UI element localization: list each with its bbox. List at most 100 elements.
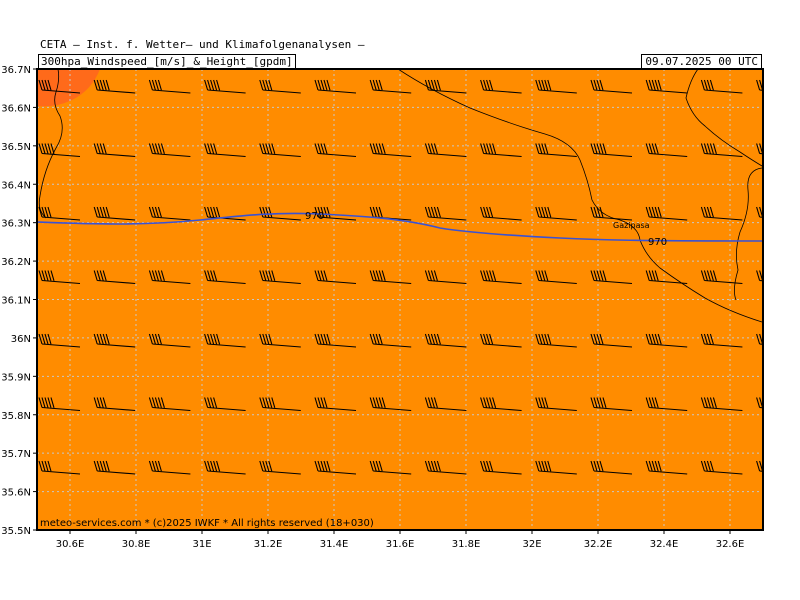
wind-barb bbox=[148, 460, 191, 475]
wind-barb bbox=[480, 79, 522, 94]
wind-barbs bbox=[38, 79, 763, 475]
wind-barb bbox=[480, 143, 522, 158]
wind-barb bbox=[148, 79, 191, 94]
wind-barb bbox=[93, 333, 136, 348]
wind-barb bbox=[93, 206, 136, 221]
lat-tick-label: 36N bbox=[11, 334, 31, 345]
wind-barb bbox=[93, 397, 136, 412]
wind-barb bbox=[535, 206, 577, 221]
lat-tick-label: 36.1N bbox=[1, 296, 31, 307]
wind-barb bbox=[38, 79, 81, 94]
wind-barb bbox=[93, 460, 136, 475]
lat-tick-label: 36.2N bbox=[1, 257, 31, 268]
wind-barb bbox=[535, 79, 577, 94]
lat-tick-label: 36.7N bbox=[1, 65, 31, 76]
wind-barb bbox=[480, 270, 522, 285]
lon-tick-label: 32.2E bbox=[584, 539, 613, 550]
wind-barb bbox=[204, 270, 246, 285]
wind-barb bbox=[204, 397, 246, 412]
wind-barb bbox=[535, 333, 577, 348]
wind-barb bbox=[314, 143, 357, 158]
wind-barb bbox=[535, 460, 577, 475]
wind-barb bbox=[369, 333, 412, 348]
wind-barb bbox=[700, 143, 743, 158]
lon-tick-label: 31.2E bbox=[254, 539, 283, 550]
wind-barb bbox=[204, 143, 246, 158]
wind-barb bbox=[590, 143, 633, 158]
wind-barb bbox=[38, 460, 81, 475]
wind-barb bbox=[204, 460, 246, 475]
lon-tick-label: 32E bbox=[522, 539, 541, 550]
contour-label: 970 bbox=[648, 237, 667, 248]
lat-tick-label: 35.6N bbox=[1, 488, 31, 499]
wind-barb bbox=[424, 206, 467, 221]
wind-barb bbox=[590, 270, 633, 285]
lon-tick-label: 31.4E bbox=[320, 539, 349, 550]
wind-barb bbox=[314, 397, 357, 412]
wind-barb bbox=[148, 143, 191, 158]
wind-barb bbox=[590, 206, 633, 221]
lat-tick-label: 35.9N bbox=[1, 372, 31, 383]
wind-barb bbox=[590, 460, 633, 475]
copyright-notice: meteo-services.com * (c)2025 IWKF * All … bbox=[40, 518, 374, 529]
lon-tick-label: 31.6E bbox=[386, 539, 415, 550]
lat-tick-label: 36.6N bbox=[1, 103, 31, 114]
wind-barb bbox=[259, 79, 301, 94]
wind-barb bbox=[38, 397, 81, 412]
wind-barb bbox=[424, 460, 467, 475]
wind-barb bbox=[314, 333, 357, 348]
wind-barb bbox=[424, 143, 467, 158]
wind-barb bbox=[314, 206, 357, 221]
wind-barb bbox=[204, 333, 246, 348]
lon-tick-label: 31.8E bbox=[452, 539, 481, 550]
wind-barb bbox=[700, 270, 743, 285]
wind-barb bbox=[645, 460, 688, 475]
wind-barb bbox=[590, 397, 633, 412]
wind-barb bbox=[700, 460, 743, 475]
height-contour-970 bbox=[37, 212, 763, 242]
wind-barb bbox=[369, 460, 412, 475]
wind-barb bbox=[259, 333, 301, 348]
wind-barb bbox=[148, 397, 191, 412]
wind-barb bbox=[148, 270, 191, 285]
lat-tick-label: 36.3N bbox=[1, 219, 31, 230]
wind-barb bbox=[480, 397, 522, 412]
place-label-gazipasa: Gazipasa bbox=[613, 221, 650, 230]
wind-barb bbox=[480, 460, 522, 475]
wind-barb bbox=[700, 333, 743, 348]
valid-time: 09.07.2025 00 UTC bbox=[641, 54, 762, 68]
wind-barb bbox=[259, 270, 301, 285]
lat-tick-label: 36.4N bbox=[1, 180, 31, 191]
wind-barb bbox=[369, 397, 412, 412]
wind-barb bbox=[38, 333, 81, 348]
wind-barb bbox=[369, 270, 412, 285]
wind-barb bbox=[424, 79, 467, 94]
wind-barb bbox=[535, 143, 577, 158]
lon-tick-label: 31E bbox=[192, 539, 211, 550]
wind-barb bbox=[259, 143, 301, 158]
wind-barb bbox=[369, 143, 412, 158]
wind-barb bbox=[645, 79, 688, 94]
wind-barb bbox=[148, 206, 191, 221]
wind-barb bbox=[259, 206, 301, 221]
wind-barb bbox=[590, 333, 633, 348]
wind-barb bbox=[700, 79, 743, 94]
wind-barb bbox=[590, 79, 633, 94]
wind-barb bbox=[535, 270, 577, 285]
lon-tick-label: 32.4E bbox=[650, 539, 679, 550]
wind-barb bbox=[204, 206, 246, 221]
longitude-labels: 30.6E 30.8E 31E 31.2E 31.4E 31.6E 31.8E 32E 32.2… bbox=[56, 530, 744, 550]
wind-barb bbox=[314, 79, 357, 94]
lat-tick-label: 35.8N bbox=[1, 411, 31, 422]
wind-barb bbox=[148, 333, 191, 348]
wind-barb bbox=[700, 206, 743, 221]
wind-barb bbox=[38, 143, 81, 158]
chart-subtitle: 300hpa_Windspeed_[m/s]_&_Height_[gpdm] bbox=[38, 54, 296, 68]
chart-title: CETA – Inst. f. Wetter– und Klimafolgena… bbox=[40, 38, 365, 51]
wind-barb bbox=[93, 270, 136, 285]
wind-barb bbox=[700, 397, 743, 412]
wind-barb bbox=[424, 333, 467, 348]
wind-barb bbox=[424, 270, 467, 285]
wind-barb bbox=[645, 270, 688, 285]
